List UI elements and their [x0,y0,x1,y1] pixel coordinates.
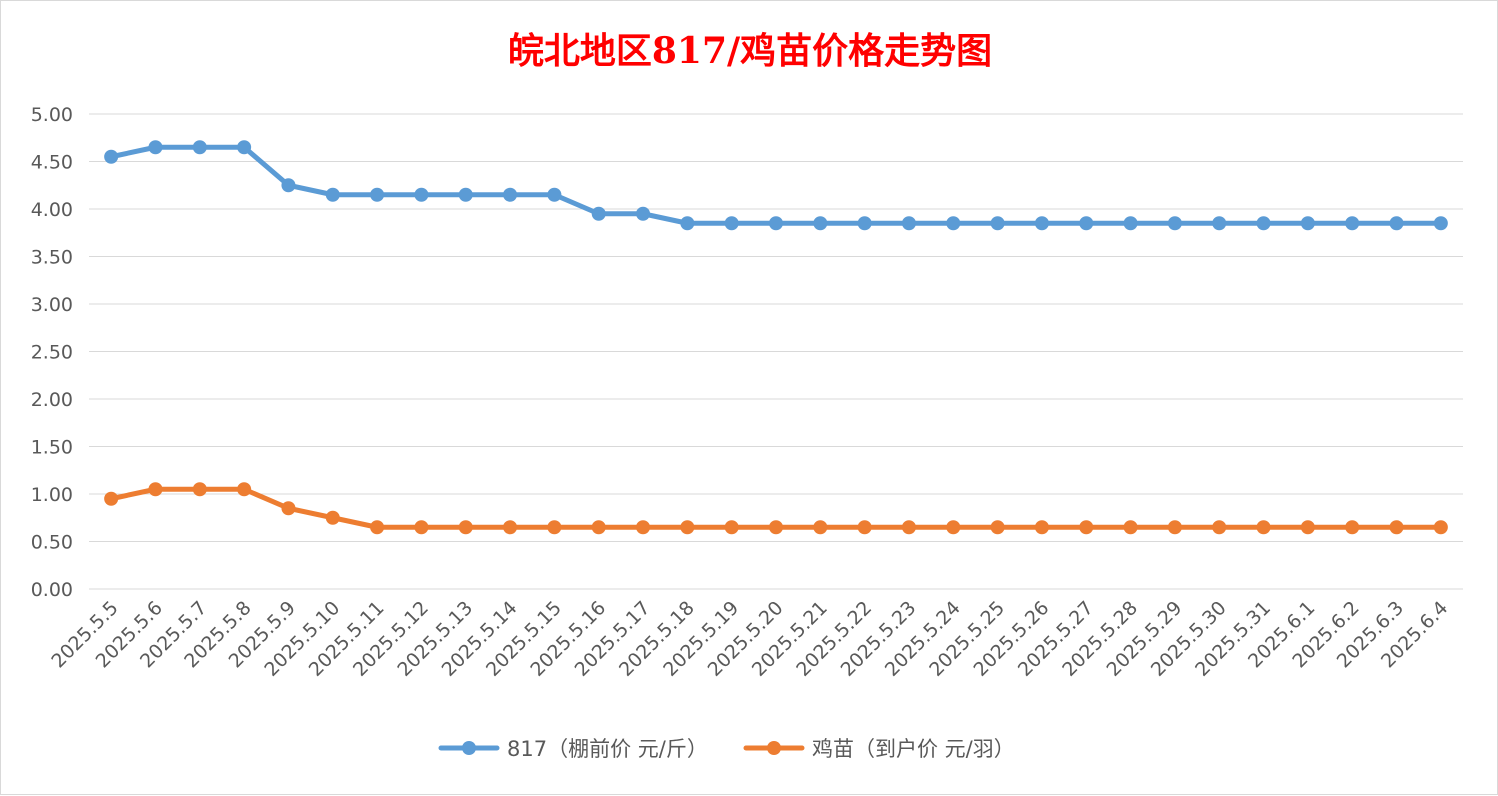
y-tick-label: 0.00 [31,579,73,601]
data-point [990,216,1005,231]
data-point [414,187,429,202]
legend-label: 鸡苗（到户价 元/羽） [812,737,1015,761]
data-point [1034,520,1049,535]
data-point [990,520,1005,535]
data-point [237,140,252,155]
data-point [325,187,340,202]
data-point [1256,216,1271,231]
series-line [108,144,1444,226]
series-2 [104,482,1448,535]
data-point [769,520,783,535]
data-point [148,140,163,155]
data-point [813,520,828,535]
data-point [325,510,340,525]
data-point [813,216,828,231]
data-point [1034,216,1049,231]
data-point [1079,520,1094,535]
data-point [591,206,606,221]
data-point [547,520,562,535]
legend-item-1: 817（棚前价 元/斤） [438,737,708,761]
data-point [857,216,872,231]
data-point [1433,216,1448,231]
y-tick-label: 4.50 [31,152,73,174]
data-point [104,491,119,506]
data-point [857,520,872,535]
y-tick-label: 5.00 [31,104,73,126]
data-point [281,178,296,193]
y-tick-label: 1.00 [31,484,73,506]
data-point [503,187,518,202]
data-point [1123,216,1138,231]
gridlines [89,113,1463,590]
data-point [901,520,916,535]
data-point [636,206,651,221]
data-point [1389,520,1404,535]
data-point [724,520,739,535]
y-tick-label: 3.50 [31,247,73,269]
data-point [1079,216,1094,231]
data-point [946,520,961,535]
data-point [724,216,739,231]
data-point [680,216,695,231]
x-axis-ticks: 2025.5.52025.5.62025.5.72025.5.82025.5.9… [47,597,1452,681]
data-point [1389,216,1404,231]
data-point [1433,520,1448,535]
legend: 817（棚前价 元/斤） 鸡苗（到户价 元/羽） [438,737,1015,761]
data-point [547,187,562,202]
data-point [370,187,385,202]
data-point [192,482,207,497]
y-tick-label: 4.00 [31,199,73,221]
y-tick-label: 2.00 [31,389,73,411]
data-point [1212,216,1227,231]
legend-swatch-marker [462,741,476,755]
data-point [148,482,163,497]
legend-label: 817（棚前价 元/斤） [507,737,708,761]
data-point [591,520,606,535]
data-point [1300,216,1315,231]
data-point [1212,520,1227,535]
data-point [281,501,296,516]
series-1 [104,140,1448,231]
data-point [636,520,651,535]
data-point [946,216,961,231]
data-point [1256,520,1271,535]
data-point [458,520,473,535]
data-point [1345,216,1360,231]
legend-swatch-marker [767,741,781,755]
data-point [1167,216,1182,231]
y-axis-ticks: 0.00 0.50 1.00 1.50 2.00 2.50 3.00 3.50 4.00 4.50… [31,104,73,601]
y-tick-label: 1.50 [31,437,73,459]
data-point [1123,520,1138,535]
data-point [901,216,916,231]
data-point [1167,520,1182,535]
legend-item-2: 鸡苗（到户价 元/羽） [743,737,1015,761]
data-point [1300,520,1315,535]
chart-title: 皖北地区817/鸡苗价格走势图 [508,30,992,72]
data-point [414,520,429,535]
data-point [680,520,695,535]
data-point [769,216,783,231]
data-point [370,520,385,535]
data-point [458,187,473,202]
data-point [1345,520,1360,535]
y-tick-label: 3.00 [31,294,73,316]
series-layer [104,140,1448,535]
data-point [503,520,518,535]
y-tick-label: 2.50 [31,342,73,364]
data-point [237,482,252,497]
data-point [104,149,119,164]
y-tick-label: 0.50 [31,532,73,554]
data-point [192,140,207,155]
